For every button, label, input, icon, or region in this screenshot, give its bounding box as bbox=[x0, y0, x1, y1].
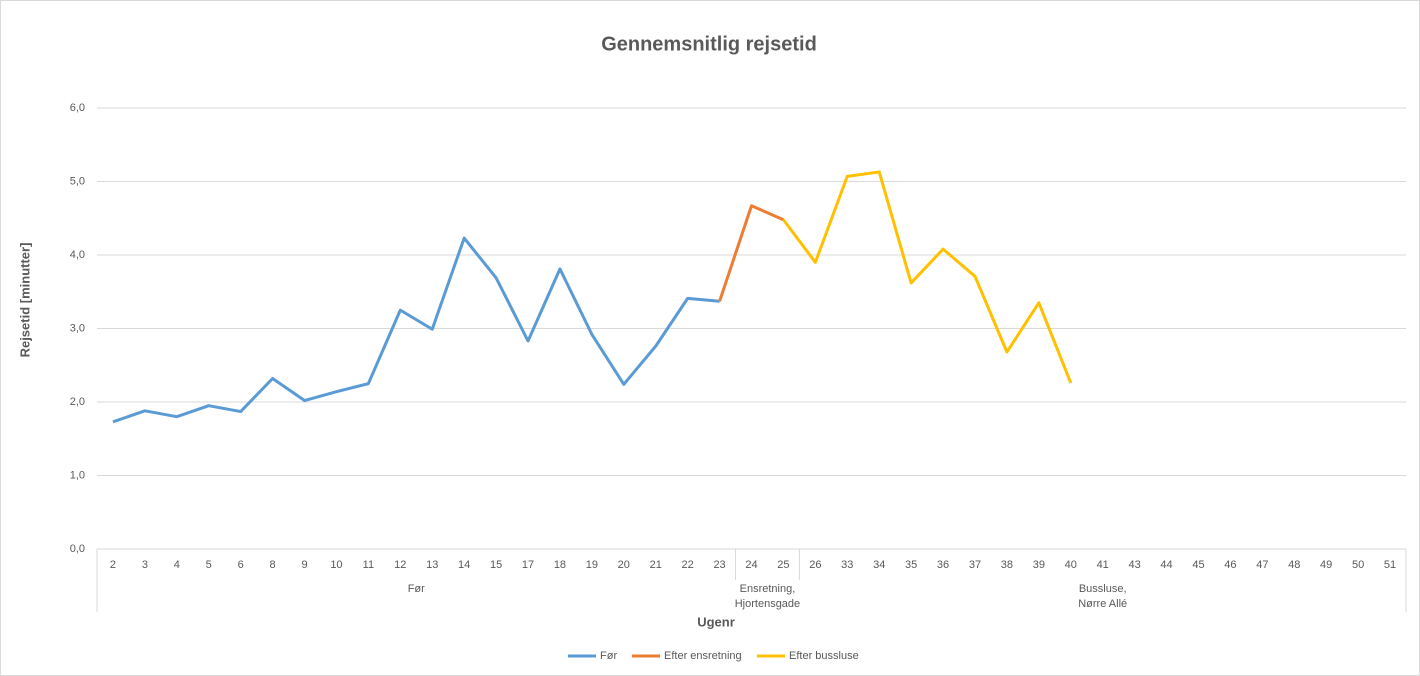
x-tick-label: 43 bbox=[1128, 559, 1140, 571]
x-tick-label: 50 bbox=[1352, 559, 1364, 571]
series-line bbox=[782, 170, 1073, 384]
x-tick-label: 38 bbox=[1001, 559, 1013, 571]
y-tick-label: 0,0 bbox=[70, 543, 85, 555]
y-axis-label: Rejsetid [minutter] bbox=[17, 243, 32, 358]
x-tick-label: 22 bbox=[682, 559, 694, 571]
x-tick-label: 47 bbox=[1256, 559, 1268, 571]
y-tick-label: 5,0 bbox=[70, 175, 85, 187]
y-tick-label: 6,0 bbox=[70, 102, 85, 114]
x-tick-label: 39 bbox=[1033, 559, 1045, 571]
x-tick-label: 17 bbox=[522, 559, 534, 571]
series-line bbox=[112, 236, 720, 424]
x-tick-label: 8 bbox=[270, 559, 276, 571]
x-axis-label: Ugenr bbox=[697, 614, 735, 629]
x-tick-label: 35 bbox=[905, 559, 917, 571]
x-tick-label: 36 bbox=[937, 559, 949, 571]
x-tick-label: 51 bbox=[1384, 559, 1396, 571]
legend-label: Efter ensretning bbox=[664, 650, 742, 662]
y-tick-label: 1,0 bbox=[70, 469, 85, 481]
x-tick-label: 24 bbox=[745, 559, 757, 571]
x-tick-label: 14 bbox=[458, 559, 470, 571]
x-tick-label: 13 bbox=[426, 559, 438, 571]
x-tick-label: 33 bbox=[841, 559, 853, 571]
x-tick-label: 48 bbox=[1288, 559, 1300, 571]
x-tick-label: 10 bbox=[330, 559, 342, 571]
x-tick-label: 45 bbox=[1192, 559, 1204, 571]
group-label: Nørre Allé bbox=[1078, 598, 1127, 610]
x-tick-label: 15 bbox=[490, 559, 502, 571]
group-label: Ensretning, bbox=[740, 583, 796, 595]
x-tick-label: 46 bbox=[1224, 559, 1236, 571]
x-tick-label: 49 bbox=[1320, 559, 1332, 571]
y-tick-label: 3,0 bbox=[70, 322, 85, 334]
x-tick-label: 40 bbox=[1065, 559, 1077, 571]
x-tick-label: 9 bbox=[301, 559, 307, 571]
y-tick-label: 2,0 bbox=[70, 396, 85, 408]
x-tick-label: 34 bbox=[873, 559, 885, 571]
x-tick-label: 21 bbox=[650, 559, 662, 571]
legend-label: Efter bussluse bbox=[789, 650, 859, 662]
x-tick-label: 12 bbox=[394, 559, 406, 571]
x-tick-label: 23 bbox=[713, 559, 725, 571]
x-tick-label: 41 bbox=[1097, 559, 1109, 571]
x-tick-label: 3 bbox=[142, 559, 148, 571]
chart-title: Gennemsnitlig rejsetid bbox=[601, 33, 817, 55]
y-tick-label: 4,0 bbox=[70, 249, 85, 261]
x-tick-label: 37 bbox=[969, 559, 981, 571]
legend-label: Før bbox=[600, 650, 617, 662]
x-tick-label: 18 bbox=[554, 559, 566, 571]
series-line bbox=[718, 204, 785, 302]
x-tick-label: 11 bbox=[363, 559, 374, 571]
x-tick-label: 20 bbox=[618, 559, 630, 571]
group-label: Bussluse, bbox=[1079, 583, 1127, 595]
x-tick-label: 26 bbox=[809, 559, 821, 571]
x-tick-label: 4 bbox=[174, 559, 180, 571]
x-tick-label: 2 bbox=[110, 559, 116, 571]
x-tick-label: 6 bbox=[238, 559, 244, 571]
x-tick-label: 5 bbox=[206, 559, 212, 571]
group-label: Hjortensgade bbox=[735, 598, 800, 610]
x-tick-label: 25 bbox=[777, 559, 789, 571]
x-tick-label: 19 bbox=[586, 559, 598, 571]
group-label: Før bbox=[408, 583, 425, 595]
x-tick-label: 44 bbox=[1160, 559, 1172, 571]
